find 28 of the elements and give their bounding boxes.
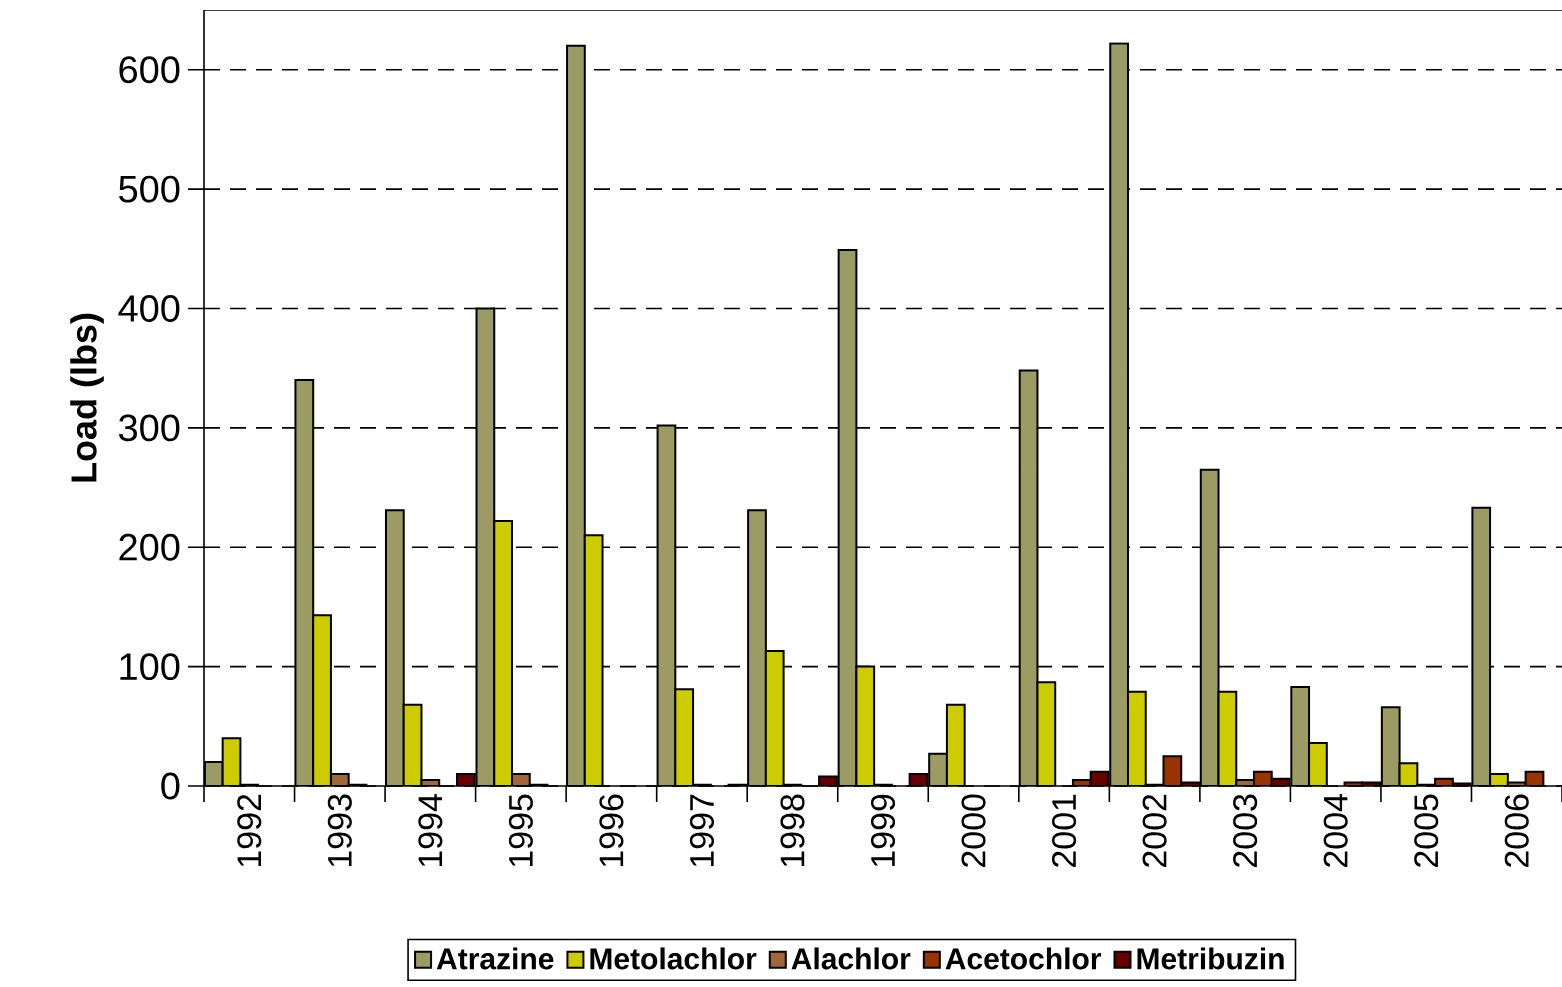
x-tick-label: 1997 <box>689 794 714 867</box>
x-tick-label: 1995 <box>508 794 533 867</box>
x-tick-label: 1992 <box>237 794 262 867</box>
y-tick-label: 200 <box>119 533 180 561</box>
x-tick-label: 2002 <box>1142 794 1167 867</box>
legend-label: Atrazine <box>436 947 554 970</box>
legend-label: Metolachlor <box>590 947 757 970</box>
legend-label: Alachlor <box>791 947 911 970</box>
x-tick-label: 2003 <box>1233 794 1258 867</box>
x-tick-label: 2000 <box>961 794 986 867</box>
y-axis-title: Load (lbs) <box>70 313 104 482</box>
y-tick-label: 300 <box>118 414 180 442</box>
x-tick-label: 1998 <box>780 794 805 867</box>
y-tick-label: 0 <box>161 772 180 800</box>
y-tick-label: 400 <box>118 295 180 322</box>
y-tick-label: 500 <box>119 175 180 203</box>
legend-label: Metribuzin <box>1137 947 1284 970</box>
x-tick-label: 2004 <box>1323 794 1348 867</box>
x-tick-label: 2005 <box>1414 794 1439 867</box>
x-tick-label: 2006 <box>1504 794 1529 867</box>
legend-label: Acetochlor <box>945 947 1102 970</box>
x-tick-label: 1994 <box>418 794 443 867</box>
y-tick-label: 600 <box>119 56 180 84</box>
x-tick-label: 1996 <box>599 794 624 867</box>
y-tick-label: 100 <box>120 653 180 681</box>
x-tick-label: 1993 <box>327 794 352 867</box>
x-tick-label: 1999 <box>870 794 896 867</box>
x-tick-label: 2001 <box>1052 794 1077 867</box>
